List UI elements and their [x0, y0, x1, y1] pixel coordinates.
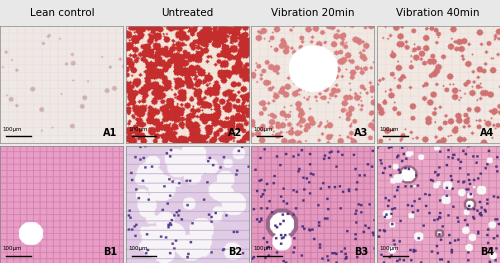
Text: A4: A4 [480, 128, 494, 138]
Text: Vibration 40min: Vibration 40min [396, 8, 479, 18]
Text: A1: A1 [102, 128, 117, 138]
Text: Vibration 20min: Vibration 20min [271, 8, 354, 18]
Text: 100μm: 100μm [380, 246, 399, 251]
Text: B4: B4 [480, 247, 494, 257]
Text: Untreated: Untreated [162, 8, 214, 18]
Text: 100μm: 100μm [128, 127, 148, 132]
Text: A3: A3 [354, 128, 368, 138]
Text: 100μm: 100μm [254, 246, 273, 251]
Text: B1: B1 [103, 247, 117, 257]
Text: B3: B3 [354, 247, 368, 257]
Text: 100μm: 100μm [2, 127, 22, 132]
Text: 100μm: 100μm [128, 246, 148, 251]
Text: 100μm: 100μm [2, 246, 22, 251]
Text: 100μm: 100μm [254, 127, 273, 132]
Text: Lean control: Lean control [30, 8, 95, 18]
Text: A2: A2 [228, 128, 242, 138]
Text: B2: B2 [228, 247, 242, 257]
Text: 100μm: 100μm [380, 127, 399, 132]
